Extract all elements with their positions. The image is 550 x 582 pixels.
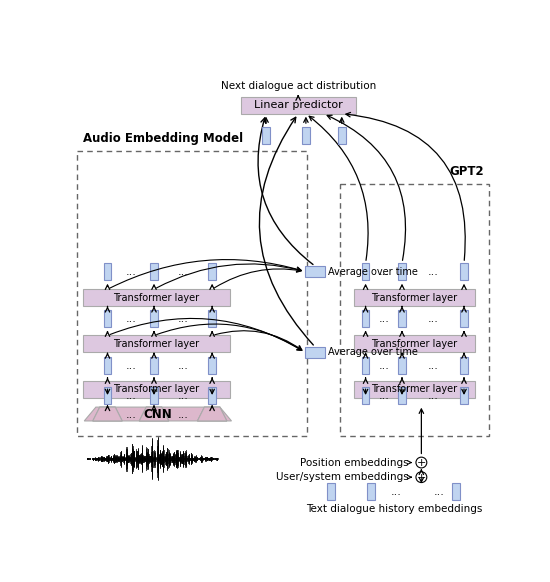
Bar [354, 335, 475, 353]
Bar [398, 310, 406, 327]
Text: ...: ... [427, 361, 438, 371]
Bar [103, 310, 111, 327]
Text: Average over time: Average over time [328, 347, 418, 357]
Circle shape [416, 457, 427, 468]
Bar [208, 387, 216, 404]
Polygon shape [93, 407, 122, 421]
Text: CNN: CNN [144, 409, 172, 421]
Text: Transformer layer: Transformer layer [113, 293, 200, 303]
Bar [398, 263, 406, 280]
Text: ...: ... [125, 410, 136, 420]
Bar [150, 263, 158, 280]
Text: Position embeddings: Position embeddings [300, 457, 409, 467]
Bar [362, 263, 370, 280]
Bar [208, 263, 216, 280]
Text: Text dialogue history embeddings: Text dialogue history embeddings [306, 504, 482, 514]
Bar [338, 127, 345, 144]
Bar [262, 127, 270, 144]
Text: Transformer layer: Transformer layer [371, 293, 458, 303]
Text: ...: ... [378, 361, 389, 371]
Text: Transformer layer: Transformer layer [113, 339, 200, 349]
Circle shape [416, 472, 427, 482]
Text: ...: ... [178, 410, 189, 420]
Text: ...: ... [125, 391, 136, 402]
Text: ...: ... [427, 314, 438, 324]
Text: ...: ... [178, 267, 189, 278]
Bar [354, 289, 475, 306]
Text: ...: ... [178, 391, 189, 402]
Bar [208, 357, 216, 374]
Bar [460, 310, 468, 327]
Polygon shape [139, 407, 169, 421]
Bar [327, 482, 334, 499]
Bar [460, 263, 468, 280]
Bar [354, 381, 475, 398]
Text: ...: ... [178, 361, 189, 371]
Text: ...: ... [427, 391, 438, 402]
Polygon shape [139, 407, 169, 421]
Polygon shape [197, 407, 227, 421]
Polygon shape [93, 407, 122, 421]
Bar [460, 357, 468, 374]
Bar [302, 127, 310, 144]
Polygon shape [84, 407, 232, 421]
Bar [103, 263, 111, 280]
Bar [76, 151, 307, 435]
Bar [82, 381, 230, 398]
Text: +: + [417, 473, 426, 482]
Bar [362, 310, 370, 327]
Bar [367, 482, 375, 499]
Bar [103, 387, 111, 404]
Bar [150, 357, 158, 374]
Text: ...: ... [427, 267, 438, 278]
Bar [340, 184, 489, 435]
Text: ...: ... [378, 314, 389, 324]
Bar [305, 347, 325, 358]
Text: Transformer layer: Transformer layer [371, 339, 458, 349]
Bar [305, 266, 325, 277]
Bar [452, 482, 460, 499]
Text: ...: ... [125, 267, 136, 278]
Text: Transformer layer: Transformer layer [371, 384, 458, 395]
Bar [362, 387, 370, 404]
Bar [398, 387, 406, 404]
Bar [150, 310, 158, 327]
Bar [241, 97, 355, 113]
Text: Audio Embedding Model: Audio Embedding Model [82, 132, 243, 144]
Text: Transformer layer: Transformer layer [113, 384, 200, 395]
Bar [460, 387, 468, 404]
Text: User/system embeddings: User/system embeddings [276, 472, 409, 482]
Text: ...: ... [378, 391, 389, 402]
Text: Linear predictor: Linear predictor [254, 100, 343, 110]
Bar [150, 387, 158, 404]
Text: ...: ... [378, 267, 389, 278]
Text: GPT2: GPT2 [449, 165, 484, 178]
Text: Next dialogue act distribution: Next dialogue act distribution [221, 81, 376, 91]
Bar [208, 310, 216, 327]
Bar [398, 357, 406, 374]
Bar [82, 289, 230, 306]
Text: ...: ... [390, 487, 402, 497]
Text: Average over time: Average over time [328, 267, 418, 276]
Text: +: + [417, 458, 426, 468]
Text: ...: ... [178, 314, 189, 324]
Text: ...: ... [125, 314, 136, 324]
Bar [82, 335, 230, 353]
Text: ...: ... [125, 361, 136, 371]
Bar [362, 357, 370, 374]
Polygon shape [197, 407, 227, 421]
Bar [103, 357, 111, 374]
Text: ...: ... [433, 487, 444, 497]
